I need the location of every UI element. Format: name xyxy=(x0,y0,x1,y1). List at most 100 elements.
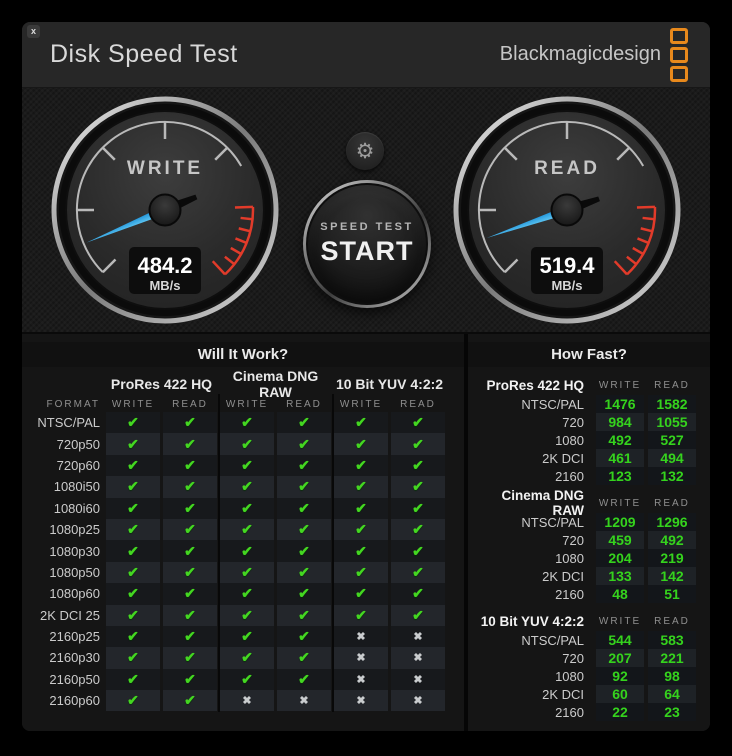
column-header: WRITE xyxy=(598,379,642,391)
row-label: 2160p60 xyxy=(49,693,100,709)
read-value-cell: 527 xyxy=(648,431,696,449)
table-row: 2160 22 23 xyxy=(468,703,710,721)
check-icon: ✔ xyxy=(106,668,160,691)
check-icon: ✔ xyxy=(163,604,217,626)
will-it-work-table: ProRes 422 HQ Cinema DNG RAW 10 Bit YUV 4:… xyxy=(22,368,464,712)
read-value-cell: 583 xyxy=(648,631,696,649)
table-row: 2160p30 ✔ ✔ ✔ ✔ ✖ ✖ xyxy=(22,647,464,669)
check-icon: ✔ xyxy=(277,561,331,584)
table-row: 1080p50 ✔ ✔ ✔ ✔ ✔ ✔ xyxy=(22,561,464,584)
read-value-cell: 1296 xyxy=(648,513,696,531)
red-zone-ticks xyxy=(211,205,253,276)
table-row: 720 207 221 xyxy=(468,649,710,667)
check-icon: ✔ xyxy=(334,518,388,541)
row-label: 2160p25 xyxy=(49,629,100,645)
table-row: NTSC/PAL 1209 1296 xyxy=(468,513,710,531)
write-value-cell: 60 xyxy=(596,685,644,703)
check-icon: ✔ xyxy=(106,497,160,519)
check-icon: ✔ xyxy=(277,604,331,626)
check-icon: ✔ xyxy=(220,583,274,605)
column-header: READ xyxy=(286,398,322,410)
check-icon: ✔ xyxy=(163,518,217,541)
check-icon: ✔ xyxy=(334,583,388,605)
check-icon: ✔ xyxy=(391,561,445,584)
write-value-cell: 1476 xyxy=(596,395,644,413)
write-value-cell: 461 xyxy=(596,449,644,467)
row-label: 2160 xyxy=(555,468,584,484)
close-button[interactable]: x xyxy=(27,25,40,38)
brand-text: Blackmagicdesign xyxy=(499,43,661,65)
row-label: 2160 xyxy=(555,704,584,720)
settings-button[interactable]: ⚙ xyxy=(346,132,384,170)
row-label: 2160p30 xyxy=(49,650,100,666)
gauge-unit: MB/s xyxy=(149,278,180,293)
red-zone-ticks xyxy=(613,205,655,276)
logo-square xyxy=(670,46,688,63)
gear-icon: ⚙ xyxy=(355,139,375,163)
row-label: NTSC/PAL xyxy=(521,632,584,648)
panel-separator xyxy=(464,334,468,731)
row-label: 1080p25 xyxy=(49,522,100,538)
table-row: 2K DCI 461 494 xyxy=(468,449,710,467)
gauge-ticks xyxy=(77,122,229,274)
group-header: Cinema DNG RAW xyxy=(232,368,319,400)
check-icon: ✔ xyxy=(277,497,331,519)
check-icon: ✔ xyxy=(391,518,445,541)
row-label: 1080p60 xyxy=(49,586,100,602)
table-row: 1080p25 ✔ ✔ ✔ ✔ ✔ ✔ xyxy=(22,518,464,541)
row-label: NTSC/PAL xyxy=(37,415,100,431)
cross-icon: ✖ xyxy=(334,647,388,669)
value-box xyxy=(531,247,603,294)
row-label: 1080 xyxy=(555,550,584,566)
fast-group: 10 Bit YUV 4:2:2 WRITE READ NTSC/PAL 544 583 7… xyxy=(468,611,710,721)
check-icon: ✔ xyxy=(277,668,331,691)
check-icon: ✔ xyxy=(220,561,274,584)
results-section: Will It Work? How Fast? ProRes 422 HQ Cin… xyxy=(22,332,710,731)
fast-group: Cinema DNG RAW WRITE READ NTSC/PAL 1209 1296 7… xyxy=(468,488,710,603)
column-header: READ xyxy=(400,398,436,410)
check-icon: ✔ xyxy=(277,625,331,648)
check-icon: ✔ xyxy=(220,540,274,562)
check-icon: ✔ xyxy=(334,497,388,519)
group-title: Cinema DNG RAW xyxy=(501,488,584,518)
row-label: 720 xyxy=(562,650,584,666)
column-header-row: FORMAT WRITE READ WRITE READ WRITE READ xyxy=(22,396,464,412)
write-value-cell: 984 xyxy=(596,413,644,431)
column-header: READ xyxy=(654,615,690,627)
group-header-row: 10 Bit YUV 4:2:2 WRITE READ xyxy=(468,611,710,631)
check-icon: ✔ xyxy=(106,518,160,541)
check-icon: ✔ xyxy=(391,604,445,626)
how-fast-table: ProRes 422 HQ WRITE READ NTSC/PAL 1476 1582 72… xyxy=(468,367,710,721)
check-icon: ✔ xyxy=(220,497,274,519)
title-bar: Disk Speed Test Blackmagicdesign xyxy=(22,22,710,88)
check-icon: ✔ xyxy=(334,604,388,626)
table-row: 2160 123 132 xyxy=(468,467,710,485)
write-value-cell: 22 xyxy=(596,703,644,721)
check-icon: ✔ xyxy=(106,433,160,455)
row-label: NTSC/PAL xyxy=(521,396,584,412)
check-icon: ✔ xyxy=(220,476,274,498)
cross-icon: ✖ xyxy=(334,625,388,648)
read-value-cell: 64 xyxy=(648,685,696,703)
column-header: READ xyxy=(654,379,690,391)
check-icon: ✔ xyxy=(220,433,274,455)
check-icon: ✔ xyxy=(277,540,331,562)
group-title: ProRes 422 HQ xyxy=(486,377,584,393)
table-row: NTSC/PAL ✔ ✔ ✔ ✔ ✔ ✔ xyxy=(22,412,464,434)
row-label: 1080i50 xyxy=(53,479,100,495)
table-row: 1080 204 219 xyxy=(468,549,710,567)
fast-group: ProRes 422 HQ WRITE READ NTSC/PAL 1476 1582 72… xyxy=(468,375,710,485)
check-icon: ✔ xyxy=(220,668,274,691)
check-icon: ✔ xyxy=(163,668,217,691)
check-icon: ✔ xyxy=(391,433,445,455)
row-label: 2K DCI 25 xyxy=(40,607,100,623)
table-row: 720p50 ✔ ✔ ✔ ✔ ✔ ✔ xyxy=(22,433,464,455)
check-icon: ✔ xyxy=(334,540,388,562)
write-value-cell: 459 xyxy=(596,531,644,549)
write-value-cell: 204 xyxy=(596,549,644,567)
table-row: 720 459 492 xyxy=(468,531,710,549)
brand-logo: Blackmagicdesign xyxy=(499,27,688,82)
gauge-arc xyxy=(75,120,243,273)
row-label: 720p50 xyxy=(56,436,100,452)
start-button[interactable]: SPEED TEST START xyxy=(303,180,431,308)
